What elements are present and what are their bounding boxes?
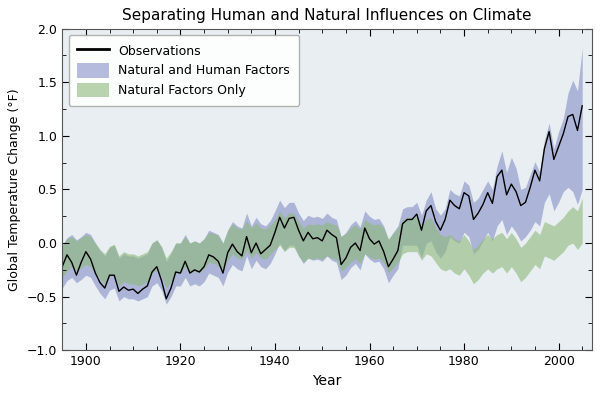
Y-axis label: Global Temperature Change (°F): Global Temperature Change (°F) [8, 88, 22, 291]
Legend: Observations, Natural and Human Factors, Natural Factors Only: Observations, Natural and Human Factors,… [68, 35, 299, 106]
X-axis label: Year: Year [312, 374, 341, 388]
Title: Separating Human and Natural Influences on Climate: Separating Human and Natural Influences … [122, 8, 532, 23]
